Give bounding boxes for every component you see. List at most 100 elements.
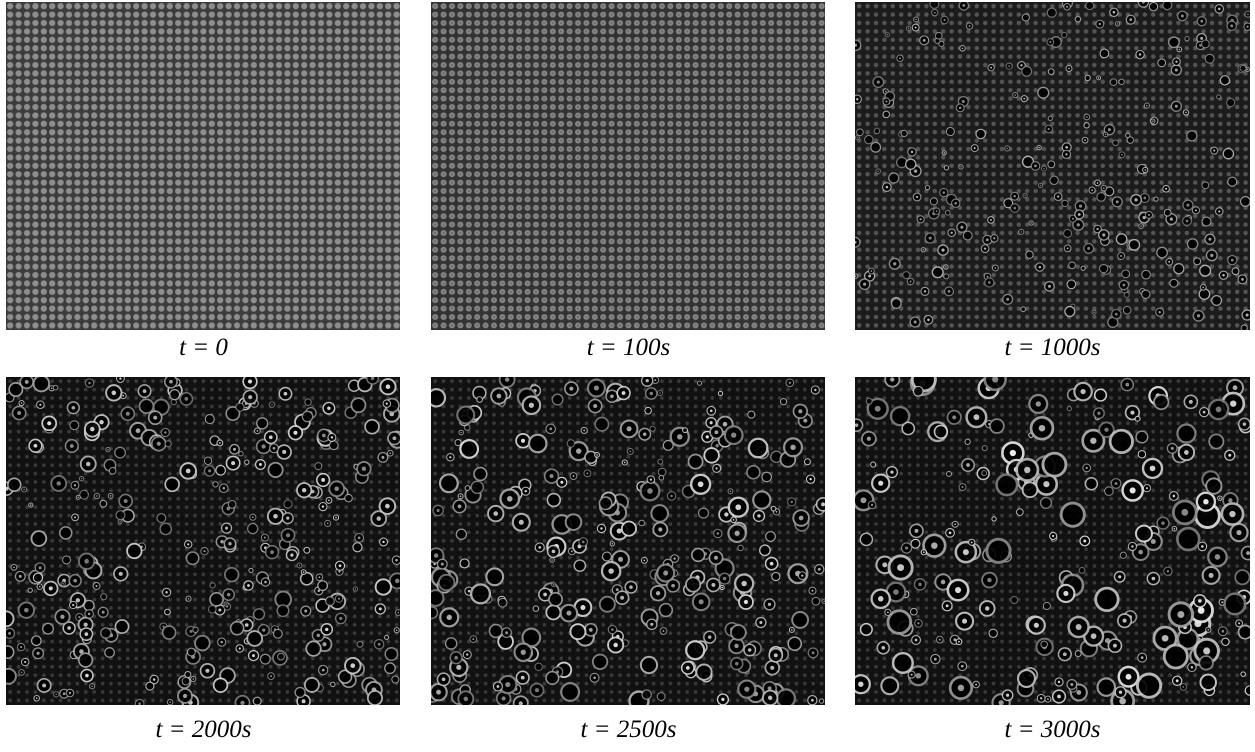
domain-core bbox=[642, 432, 647, 436]
domain-core bbox=[1147, 213, 1151, 216]
domain bbox=[498, 377, 516, 388]
domain bbox=[938, 40, 945, 47]
domain-core bbox=[20, 671, 23, 674]
domain-core bbox=[734, 530, 740, 536]
domain-core bbox=[68, 691, 72, 695]
domain-core bbox=[385, 402, 388, 405]
domain-core bbox=[203, 550, 206, 553]
domain bbox=[1162, 2, 1173, 11]
domain-core bbox=[1138, 549, 1144, 555]
domain-core bbox=[798, 409, 803, 414]
domain-core bbox=[1104, 133, 1107, 136]
domain bbox=[945, 126, 955, 137]
domain-core bbox=[1151, 576, 1156, 581]
domain-core bbox=[50, 387, 53, 390]
domain-core bbox=[823, 600, 825, 603]
domain-core bbox=[382, 540, 385, 544]
domain bbox=[787, 636, 803, 652]
domain-core bbox=[874, 405, 881, 412]
domain-core bbox=[569, 386, 574, 391]
domain-core bbox=[138, 702, 141, 705]
domain-core bbox=[933, 11, 936, 14]
domain bbox=[912, 385, 924, 397]
domain-core bbox=[890, 470, 894, 474]
domain-core bbox=[1048, 284, 1051, 288]
domain-core bbox=[899, 57, 901, 60]
domain bbox=[759, 544, 771, 557]
domain-core bbox=[454, 655, 458, 660]
domain bbox=[1109, 78, 1118, 86]
domain-core bbox=[933, 657, 937, 661]
domain-core bbox=[75, 598, 81, 603]
domain-core bbox=[790, 444, 796, 451]
domain-core bbox=[1047, 698, 1049, 701]
domain-core bbox=[218, 442, 221, 444]
domain bbox=[1115, 233, 1128, 245]
domain-core bbox=[78, 616, 81, 619]
domain-core bbox=[268, 435, 273, 440]
domain bbox=[325, 596, 335, 606]
domain-core bbox=[85, 673, 89, 678]
micrograph bbox=[431, 2, 825, 330]
domain-core bbox=[505, 681, 511, 688]
domain-core bbox=[1184, 450, 1189, 455]
domain-core bbox=[258, 463, 262, 466]
domain-core bbox=[957, 684, 965, 692]
domain-core bbox=[586, 472, 589, 475]
domain-core bbox=[1145, 487, 1149, 490]
domain bbox=[1135, 524, 1153, 543]
domain bbox=[159, 522, 173, 536]
domain bbox=[855, 418, 864, 432]
domain bbox=[1121, 269, 1131, 279]
domain-core bbox=[73, 484, 77, 487]
domain bbox=[737, 544, 744, 552]
domain-core bbox=[122, 394, 125, 397]
domain bbox=[138, 398, 155, 415]
domain bbox=[1003, 198, 1014, 209]
domain-core bbox=[1104, 427, 1109, 432]
domain-core bbox=[858, 681, 864, 687]
domain-core bbox=[870, 503, 874, 507]
domain-core bbox=[256, 430, 259, 432]
domain-core bbox=[252, 654, 256, 658]
domain bbox=[598, 595, 616, 613]
domain-core bbox=[1097, 77, 1100, 79]
domain bbox=[1211, 294, 1223, 306]
domain-core bbox=[1115, 200, 1119, 204]
domain bbox=[473, 466, 488, 482]
domain-core bbox=[770, 665, 775, 670]
domain-core bbox=[107, 448, 109, 451]
domain bbox=[591, 653, 609, 670]
domain bbox=[469, 583, 492, 605]
domain-core bbox=[1043, 167, 1045, 170]
domain-core bbox=[878, 480, 884, 486]
domain bbox=[77, 652, 94, 668]
domain bbox=[983, 377, 1007, 392]
domain bbox=[1141, 269, 1151, 280]
domain-core bbox=[282, 449, 287, 455]
domain-core bbox=[69, 444, 74, 448]
domain-core bbox=[596, 454, 598, 456]
domain bbox=[134, 698, 145, 705]
domain bbox=[1021, 13, 1030, 22]
domain-core bbox=[1238, 622, 1241, 625]
domain-core bbox=[658, 527, 663, 532]
domain-core bbox=[233, 447, 236, 451]
domain-core bbox=[225, 603, 227, 605]
domain-core bbox=[860, 497, 867, 504]
domain-core bbox=[290, 553, 294, 557]
domain-core bbox=[119, 520, 121, 523]
domain-core bbox=[24, 379, 29, 384]
domain-core bbox=[913, 169, 918, 173]
domain-core bbox=[1034, 164, 1037, 168]
domain-core bbox=[1202, 410, 1206, 414]
domain bbox=[870, 141, 882, 153]
domain bbox=[305, 640, 322, 657]
domain-core bbox=[677, 434, 683, 440]
domain-core bbox=[1152, 120, 1154, 122]
domain-core bbox=[1142, 215, 1146, 220]
domain-core bbox=[910, 150, 914, 154]
domain-core bbox=[560, 480, 564, 484]
domain bbox=[1199, 264, 1212, 277]
domain-core bbox=[302, 488, 307, 493]
